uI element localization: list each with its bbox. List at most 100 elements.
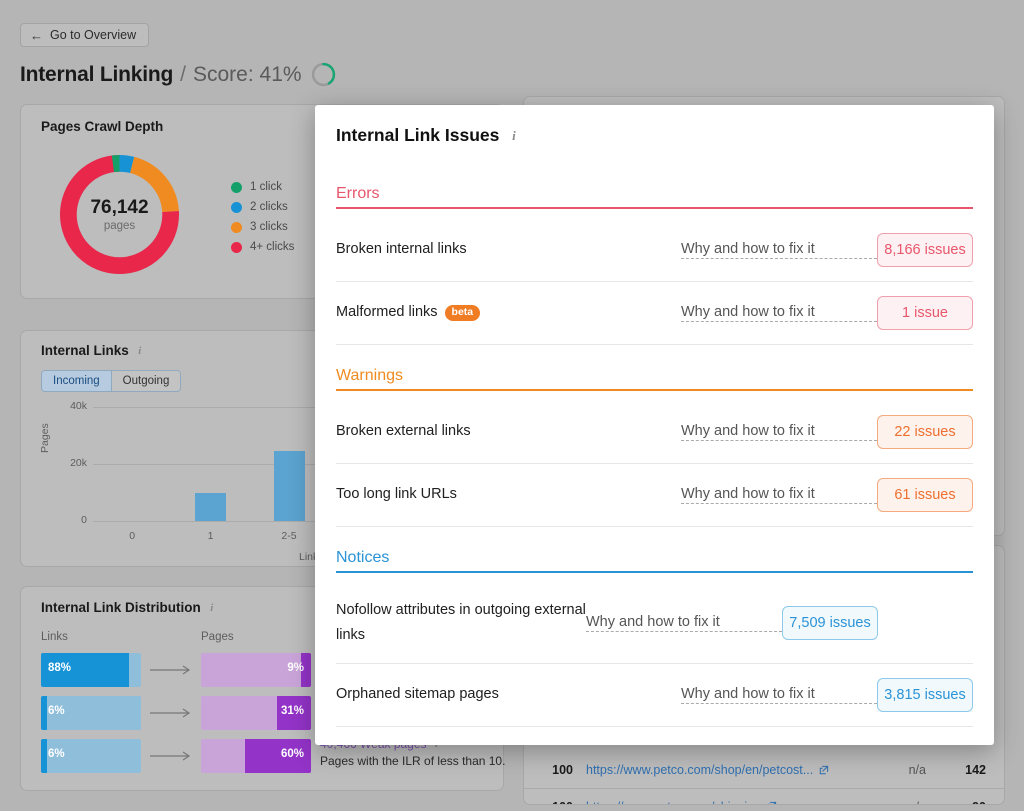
issue-label: Malformed links beta <box>336 300 681 325</box>
issue-row: Orphaned sitemap pages Why and how to fix… <box>336 664 973 727</box>
links-bar: 6% <box>41 696 141 730</box>
chart-gridline <box>93 521 485 522</box>
why-and-how-to-fix-it-link[interactable]: Why and how to fix it <box>681 304 877 322</box>
info-icon[interactable]: i <box>138 344 142 357</box>
issue-label: Orphaned sitemap pages <box>336 682 681 707</box>
issue-count-badge[interactable]: 1 issue <box>877 296 973 330</box>
score-ring-icon <box>311 62 335 87</box>
issue-label-text: Too long link URLs <box>336 486 457 503</box>
chart-x-tick: 0 <box>129 530 136 542</box>
section-header-label: Errors <box>336 185 380 202</box>
chart-bar[interactable] <box>195 492 227 521</box>
chart-y-tick: 0 <box>81 514 87 526</box>
dist-col-links-header: Links <box>41 631 68 643</box>
links-bar-fill <box>41 696 47 730</box>
issue-count-badge[interactable]: 3,815 issues <box>877 678 973 712</box>
table-cell-count: 142 <box>965 763 986 777</box>
issue-label-text: Nofollow attributes in outgoing external… <box>336 601 586 643</box>
internal-link-distribution-title-text: Internal Link Distribution <box>41 600 201 615</box>
external-link-icon[interactable] <box>766 801 777 805</box>
issue-count-badge[interactable]: 22 issues <box>877 415 973 449</box>
table-cell-count: 90 <box>926 800 1004 805</box>
go-to-overview-button[interactable]: ← Go to Overview <box>20 23 150 47</box>
info-icon[interactable]: i <box>210 601 214 614</box>
why-and-how-to-fix-it-link[interactable]: Why and how to fix it <box>681 241 877 259</box>
links-bar-value: 88% <box>48 662 72 674</box>
issue-count-badge[interactable]: 7,509 issues <box>782 606 878 640</box>
issue-count-badge[interactable]: 8,166 issues <box>877 233 973 267</box>
issue-row: Broken external links Why and how to fix … <box>336 401 973 464</box>
why-and-how-to-fix-it-link[interactable]: Why and how to fix it <box>681 486 877 504</box>
pages-crawl-depth-title-text: Pages Crawl Depth <box>41 119 164 134</box>
table-cell-url-text: https://www.petco.com/shipping <box>586 800 761 805</box>
section-header-warnings: Warnings <box>336 367 973 391</box>
pages-bar-fill <box>301 653 311 687</box>
pages-crawl-depth-title: Pages Crawl Depth <box>41 119 163 134</box>
chart-x-tick: 2-5 <box>281 530 297 542</box>
section-divider <box>336 389 973 391</box>
issue-label-text: Broken internal links <box>336 241 467 258</box>
distribution-row: 6%31%20,48Pages <box>41 694 501 730</box>
issue-row: Malformed links beta Why and how to fix it… <box>336 282 973 345</box>
legend-label: 2 clicks <box>250 201 288 213</box>
why-and-how-to-fix-it-link[interactable]: Why and how to fix it <box>586 614 782 632</box>
internal-link-issues-modal: Internal Link Issues i Errors Broken inte… <box>315 105 994 745</box>
section-header-label: Notices <box>336 549 390 566</box>
legend-color-dot <box>231 221 242 233</box>
crawl-depth-total-label: pages <box>103 220 136 232</box>
pages-bar-value: 9% <box>287 662 304 674</box>
links-bar-value: 6% <box>48 748 65 760</box>
internal-links-toggle[interactable]: Incoming Outgoing <box>41 370 182 392</box>
page-title: Internal Linking <box>20 62 174 86</box>
page-title-row: Internal Linking / Score: 41% <box>20 62 336 87</box>
info-icon[interactable]: i <box>512 127 516 143</box>
legend-color-dot <box>231 201 242 213</box>
toggle-outgoing[interactable]: Outgoing <box>111 371 181 391</box>
table-cell-na: n/a <box>908 763 926 777</box>
internal-links-title: Internal Links i <box>41 343 145 358</box>
go-to-overview-label: Go to Overview <box>50 28 137 42</box>
issue-row: Too long link URLs Why and how to fix it 6… <box>336 464 973 527</box>
crawl-depth-total: 76,142 <box>90 197 149 218</box>
arrow-left-icon: ← <box>30 27 43 43</box>
legend-label: 3 clicks <box>250 221 288 233</box>
why-and-how-to-fix-it-link[interactable]: Why and how to fix it <box>681 686 877 704</box>
issue-count-badge[interactable]: 61 issues <box>877 478 973 512</box>
legend-color-dot <box>231 241 242 253</box>
table-cell-url[interactable]: https://www.petco.com/shop/en/petcost... <box>586 763 834 777</box>
chart-bar[interactable] <box>273 451 305 521</box>
legend-label: 1 click <box>250 181 282 193</box>
table-row: 100 https://www.petco.com/shop/en/petcost… <box>524 752 1004 788</box>
beta-badge: beta <box>444 305 481 321</box>
table-cell-score: 100 <box>552 763 573 777</box>
links-bar: 6% <box>41 739 141 773</box>
why-and-how-to-fix-it-link[interactable]: Why and how to fix it <box>681 423 877 441</box>
donut-segment <box>59 154 180 275</box>
distribution-row: 88%9%6,196Pages <box>41 651 501 687</box>
section-divider <box>336 571 973 573</box>
table-cell-na: n/a <box>834 800 926 805</box>
external-link-icon[interactable] <box>818 765 829 776</box>
issue-label: Broken external links <box>336 419 681 444</box>
chart-gridline <box>93 407 485 408</box>
title-separator: / <box>180 62 186 86</box>
pages-bar-fill <box>276 696 311 730</box>
section-header-notices: Notices <box>336 549 973 573</box>
issue-row: Nofollow attributes in outgoing external… <box>336 583 973 664</box>
issue-label-text: Malformed links <box>336 304 438 321</box>
section-divider <box>336 207 973 209</box>
pages-bar-value: 60% <box>280 748 304 760</box>
links-bar-fill <box>41 653 129 687</box>
crawl-depth-donut: 76,142 pages <box>52 147 187 287</box>
issue-label-text: Broken external links <box>336 423 471 440</box>
modal-title: Internal Link Issues i <box>336 125 519 146</box>
table-cell-url-text: https://www.petco.com/shop/en/petcost... <box>586 763 814 777</box>
issue-label: Nofollow attributes in outgoing external… <box>336 598 586 649</box>
toggle-incoming[interactable]: Incoming <box>42 371 112 391</box>
chart-x-tick: 1 <box>207 530 214 542</box>
table-cell-url[interactable]: https://www.petco.com/shipping <box>586 800 834 805</box>
legend-color-dot <box>231 181 242 193</box>
links-bar-value: 6% <box>48 705 65 717</box>
